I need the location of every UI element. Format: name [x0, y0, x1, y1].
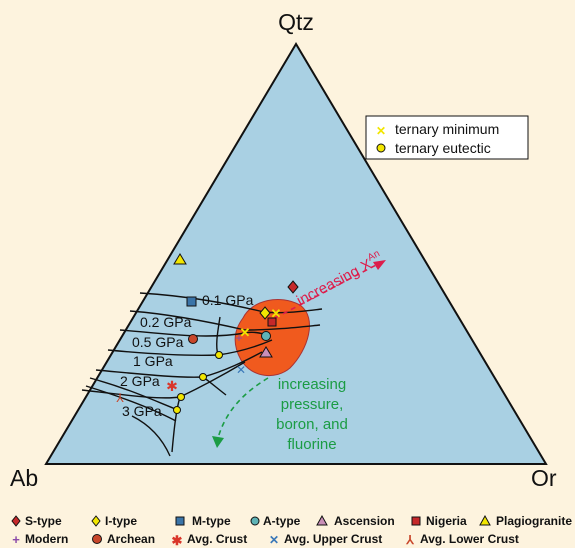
sample-markers: ✕ ✕ + ✕ ✱ ⅄	[115, 253, 299, 405]
curve-2-gpa-low	[89, 377, 179, 411]
pressure-label-0-2: 0.2 GPa	[140, 314, 192, 330]
legend-avg-lower-crust-label: Avg. Lower Crust	[420, 532, 519, 546]
increasing-pressure-line-1: increasing	[278, 376, 346, 393]
pressure-label-3: 3 GPa	[122, 403, 162, 419]
increasing-pressure-line-4: fluorine	[287, 436, 336, 453]
legend-plagiogranite-symbol	[479, 514, 491, 526]
s-type-marker	[287, 280, 299, 294]
archean-marker	[188, 334, 198, 344]
legend-avg-upper-crust-symbol: ✕	[269, 533, 279, 547]
curve-0-2-gpa	[129, 310, 321, 331]
ternary-triangle	[44, 42, 548, 465]
vertex-label-or: Or	[531, 465, 557, 491]
increasing-xan-sup: An	[366, 248, 382, 263]
increasing-pressure-arrowhead	[212, 436, 224, 448]
ascension-marker	[259, 346, 273, 358]
pressure-label-2: 2 GPa	[120, 373, 160, 389]
curve-0-1-gpa	[139, 292, 323, 314]
a-type-marker	[261, 331, 271, 341]
bottom-legend: S-type I-type M-type A-type Ascension Ni…	[11, 514, 572, 548]
ternary-minimum-marker: ✕	[240, 325, 251, 340]
inset-legend-box	[365, 115, 529, 160]
legend-avg-crust-symbol: ✱	[172, 533, 183, 548]
legend-m-type-label: M-type	[192, 514, 231, 528]
ternary-eutectic-symbol	[376, 143, 386, 153]
pressure-label-1: 1 GPa	[133, 353, 173, 369]
eutectic-point	[177, 393, 185, 401]
increasing-pressure-arrow	[217, 377, 269, 439]
legend-m-type-symbol	[175, 516, 185, 526]
legend-plagiogranite-label: Plagiogranite	[496, 514, 572, 528]
legend-i-type-label: I-type	[105, 514, 137, 528]
avg-upper-crust-marker: ✕	[236, 363, 246, 377]
ternary-minimum-symbol: ✕	[376, 124, 386, 138]
plagiogranite-marker	[173, 253, 187, 265]
eutectic-point	[215, 351, 223, 359]
ternary-minimum-label: ternary minimum	[395, 121, 499, 137]
legend-i-type-symbol	[91, 515, 101, 527]
legend-nigeria-symbol	[411, 516, 421, 526]
ternary-minimum-marker: ✕	[271, 306, 282, 321]
vertex-label-qtz: Qtz	[278, 9, 314, 35]
legend-s-type-label: S-type	[25, 514, 62, 528]
eutectic-points	[173, 351, 223, 414]
legend-nigeria-label: Nigeria	[426, 514, 467, 528]
legend-avg-lower-crust-symbol: ⅄	[405, 533, 414, 547]
legend-ascension-label: Ascension	[334, 514, 395, 528]
vertex-label-ab: Ab	[10, 465, 38, 491]
legend-avg-crust-label: Avg. Crust	[187, 532, 247, 546]
inset-legend: ✕ ternary minimum ternary eutectic	[365, 115, 529, 160]
curve-lower-branch	[85, 385, 177, 422]
legend-a-type-symbol	[250, 516, 260, 526]
eutectic-point	[173, 406, 181, 414]
legend-archean-symbol	[92, 534, 102, 544]
i-type-marker	[259, 306, 271, 320]
modern-marker: +	[235, 331, 242, 345]
legend-a-type-label: A-type	[263, 514, 301, 528]
avg-lower-crust-marker: ⅄	[115, 391, 124, 405]
increasing-pressure-line-2: pressure,	[281, 396, 344, 413]
legend-s-type-symbol	[11, 515, 21, 527]
avg-crust-marker: ✱	[166, 378, 178, 394]
legend-ascension-symbol	[316, 514, 328, 526]
legend-modern-label: Modern	[25, 532, 68, 546]
pressure-label-0-5: 0.5 GPa	[132, 334, 184, 350]
curve-bottom-branch	[131, 415, 171, 457]
increasing-xan-arrow	[274, 263, 379, 319]
legend-archean-label: Archean	[107, 532, 155, 546]
pressure-label-0-1: 0.1 GPa	[202, 292, 254, 308]
nigeria-marker	[267, 317, 277, 327]
legend-modern-symbol: +	[12, 532, 20, 547]
increasing-xan-arrowhead	[373, 260, 386, 270]
m-type-marker	[186, 296, 197, 307]
curve-1-gpa	[107, 339, 273, 356]
increasing-pressure-label: increasing pressure, boron, and fluorine	[276, 376, 348, 453]
ternary-eutectic-label: ternary eutectic	[395, 140, 491, 156]
legend-avg-upper-crust-label: Avg. Upper Crust	[284, 532, 382, 546]
eutectic-point	[199, 373, 207, 381]
increasing-pressure-line-3: boron, and	[276, 416, 348, 433]
